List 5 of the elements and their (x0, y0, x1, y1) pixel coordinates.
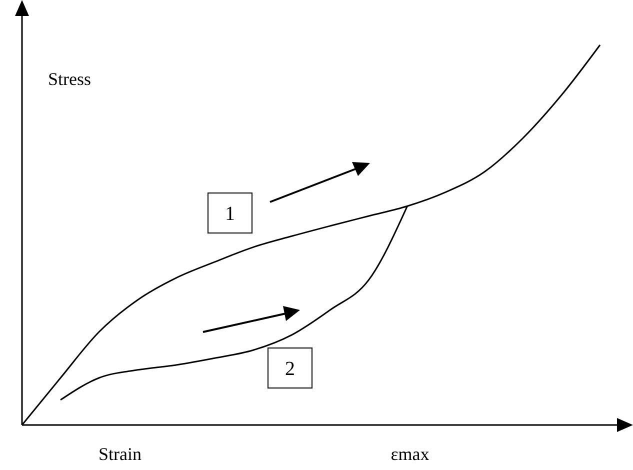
annotation: 1 (225, 203, 235, 225)
x-axis-title: Strain (98, 444, 142, 464)
y-axis-title: Stress (48, 69, 92, 89)
text: εmax (390, 444, 430, 464)
annotation: 2 (285, 358, 295, 380)
